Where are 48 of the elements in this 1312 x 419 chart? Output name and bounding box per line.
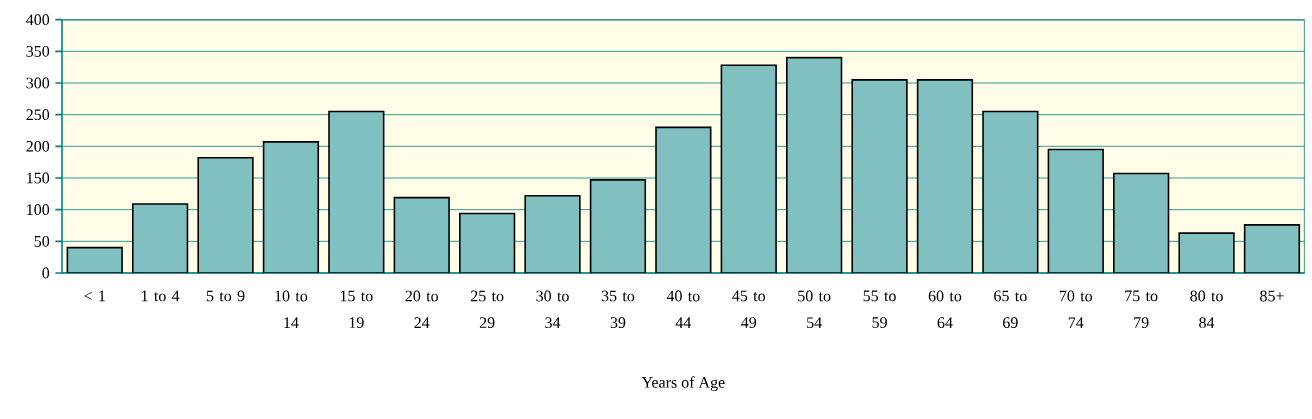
bar [1243, 224, 1301, 273]
bar [459, 212, 516, 273]
bar [524, 194, 581, 273]
x-tick-label: < 1 [84, 290, 105, 302]
x-tick-label: 60 to 64 [928, 290, 962, 329]
bar [982, 110, 1039, 273]
bar [589, 179, 647, 273]
x-tick-label: 55 to 59 [863, 290, 896, 328]
y-tick-label: 400 [26, 14, 50, 26]
y-tick-label: 300 [26, 77, 50, 89]
x-tick-label: 40 to 44 [666, 290, 700, 328]
bar [328, 110, 385, 273]
x-tick-label: 75 to 79 [1125, 290, 1158, 328]
y-tick-label: 150 [27, 172, 50, 184]
x-tick-label: 35 to 39 [601, 290, 635, 329]
bar [131, 203, 189, 273]
y-tick-label: 350 [26, 45, 50, 57]
bar [720, 64, 777, 273]
y-tick-label: 200 [26, 140, 50, 152]
x-tick-label: 65 to 69 [994, 290, 1027, 329]
x-tick-label: 80 to 84 [1190, 290, 1223, 329]
bar [393, 196, 450, 273]
x-tick-label: 10 to 14 [275, 290, 308, 328]
y-tick-label: 250 [26, 109, 50, 121]
x-tick-label: 85+ [1260, 290, 1284, 302]
y-tick-label: 100 [27, 204, 50, 216]
bar [262, 141, 320, 273]
x-tick-label: 1 to 4 [141, 290, 180, 302]
x-tick-label: 50 to 54 [798, 290, 831, 329]
y-tick-label: 50 [34, 235, 50, 247]
y-tick-label: 0 [42, 267, 50, 279]
bar [655, 126, 712, 273]
x-tick-label: 5 to 9 [206, 290, 245, 302]
x-tick-label: 70 to 74 [1059, 290, 1093, 328]
x-tick-label: 20 to 24 [405, 290, 438, 328]
bar [197, 156, 254, 273]
bar [786, 56, 843, 273]
x-tick-label: 15 to 19 [340, 290, 373, 328]
bar [916, 79, 974, 273]
bar [1113, 172, 1170, 273]
bar [1178, 232, 1235, 273]
x-tick-label: 45 to 49 [732, 290, 766, 328]
x-axis-title: Years of Age [641, 376, 725, 392]
x-tick-label: 25 to 29 [470, 290, 504, 329]
bar [851, 79, 908, 273]
bar [66, 246, 123, 273]
x-tick-label: 30 to 34 [536, 290, 569, 329]
bar [1047, 148, 1104, 273]
